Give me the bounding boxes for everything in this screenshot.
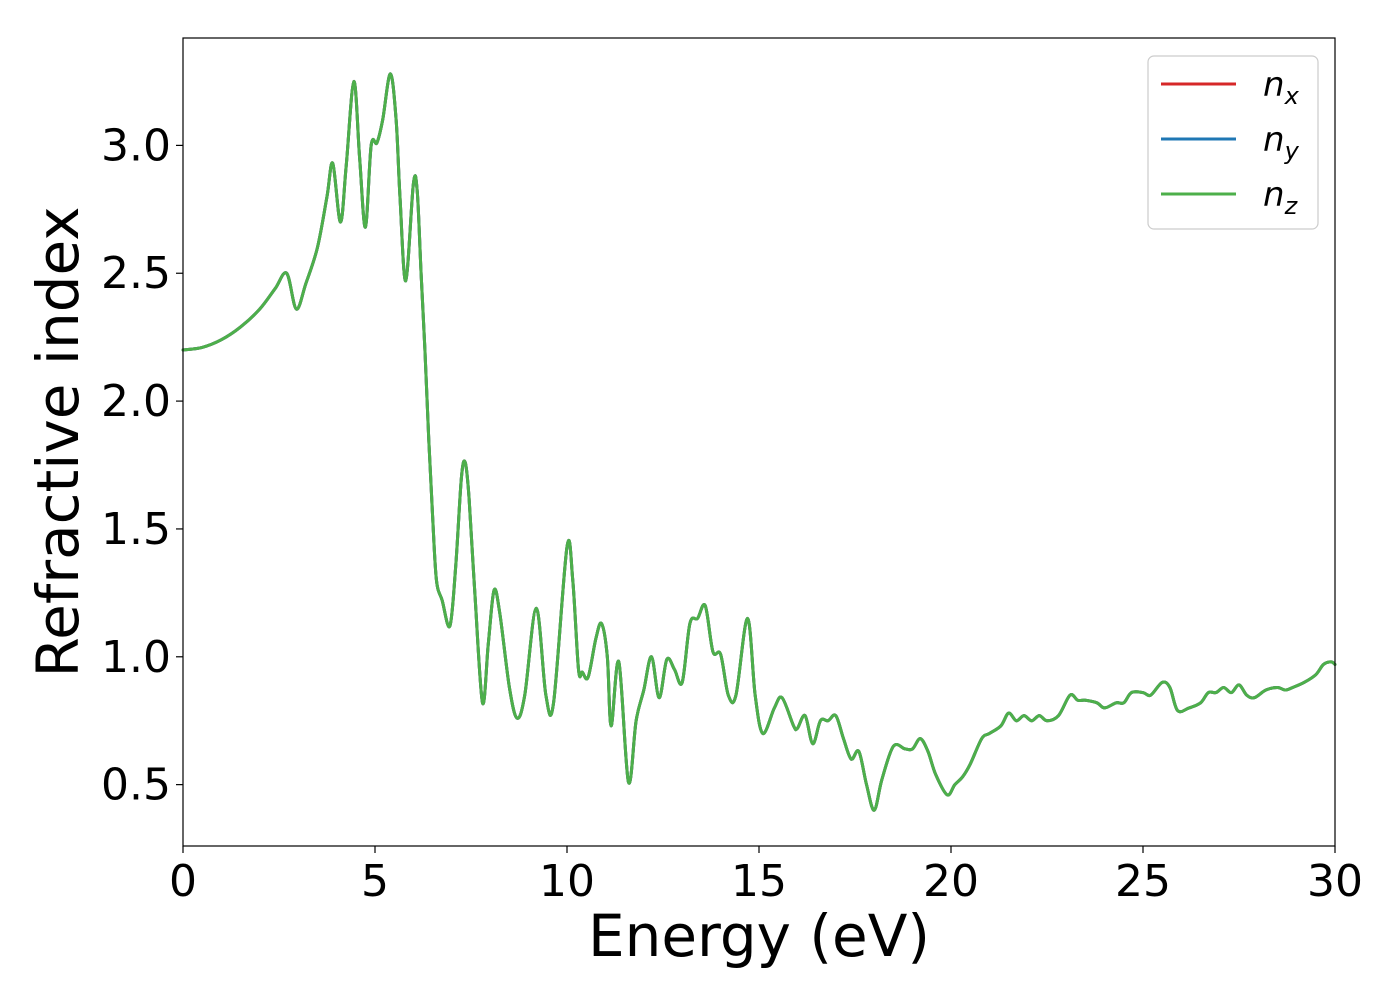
- y-axis-title: Refractive index: [24, 206, 92, 677]
- y-tick-label: 2.5: [101, 248, 171, 299]
- y-tick-label: 3.0: [101, 120, 171, 171]
- legend-label-n-z: nz: [1263, 175, 1299, 220]
- legend-label-n-y: ny: [1263, 120, 1300, 165]
- legend-box: [1147, 55, 1319, 230]
- y-tick-label: 0.5: [101, 760, 171, 811]
- y-axis-ticks: 0.5 1.0 1.5 2.0 2.5 3.0: [101, 120, 183, 811]
- legend: nx ny nz: [1147, 55, 1319, 230]
- x-axis-title: Energy (eV): [588, 902, 930, 970]
- x-axis-ticks: 0 5 10 15 20 25 30: [169, 846, 1363, 907]
- x-tick-label: 10: [539, 856, 595, 907]
- x-tick-label: 0: [169, 856, 197, 907]
- series-layer: [181, 72, 1337, 812]
- y-tick-label: 1.0: [101, 632, 171, 683]
- x-tick-label: 25: [1115, 856, 1171, 907]
- x-tick-label: 30: [1307, 856, 1363, 907]
- y-tick-label: 2.0: [101, 376, 171, 427]
- series-line-n-z: [181, 72, 1337, 812]
- y-tick-label: 1.5: [101, 504, 171, 555]
- x-tick-label: 20: [923, 856, 979, 907]
- x-tick-label: 5: [361, 856, 389, 907]
- legend-label-n-x: nx: [1263, 65, 1300, 110]
- x-tick-label: 15: [731, 856, 787, 907]
